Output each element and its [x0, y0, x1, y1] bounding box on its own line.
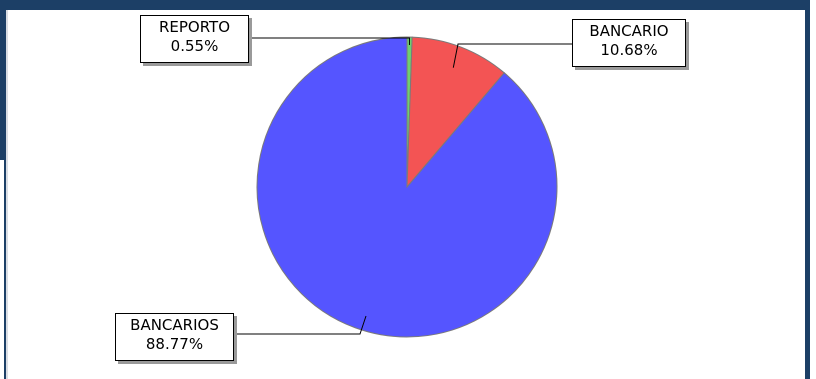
left-border-inner [6, 10, 8, 379]
leader-line-bancario [452, 43, 572, 68]
slice-label-bancarios: BANCARIOS 88.77% [115, 313, 234, 361]
leader-line-bancarios [222, 315, 367, 335]
pie-slice-bancarios [256, 36, 558, 338]
slice-label-bancario-value: 10.68% [600, 41, 658, 59]
pie-slice-bancario [406, 36, 505, 189]
slice-label-reporto-name: REPORTO [158, 18, 231, 36]
leader-line-reporto [250, 37, 410, 46]
left-border-gap [0, 160, 4, 379]
slice-label-bancario: BANCARIO 10.68% [572, 19, 686, 67]
pie-slices [256, 36, 558, 338]
right-edge [810, 0, 816, 379]
slice-label-reporto: REPORTO 0.55% [140, 15, 249, 63]
slice-label-bancarios-value: 88.77% [145, 335, 204, 353]
slice-label-reporto-value: 0.55% [170, 37, 219, 55]
slice-label-bancario-name: BANCARIO [589, 22, 669, 40]
slice-label-bancarios-name: BANCARIOS [130, 316, 219, 334]
header-bar [0, 0, 810, 10]
right-border [805, 0, 810, 379]
leader-lines [222, 37, 572, 335]
